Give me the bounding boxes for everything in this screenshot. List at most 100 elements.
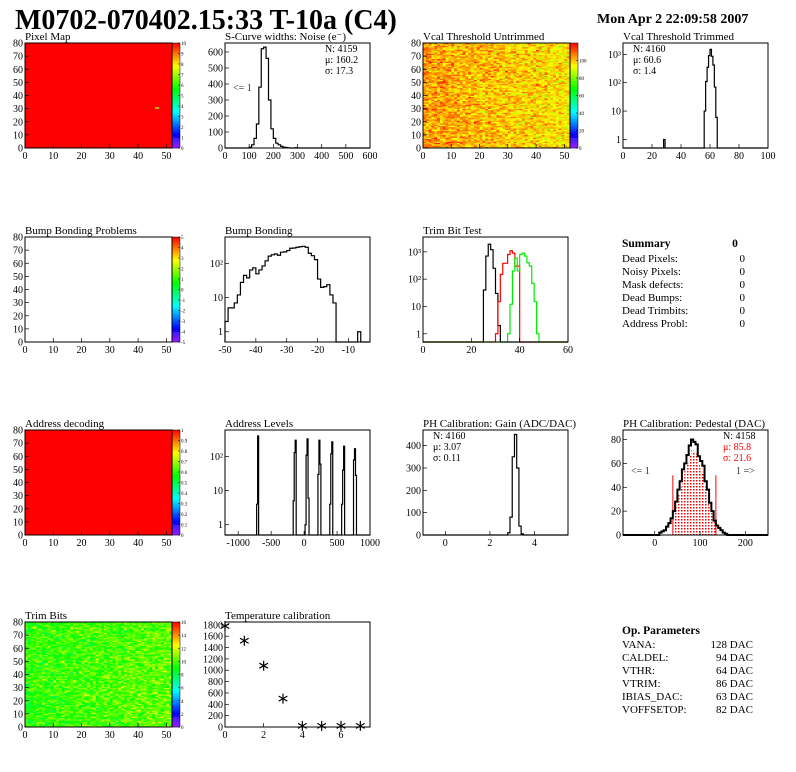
heatmap-cell [468,52,472,54]
heatmap-cell [502,115,506,117]
heatmap-cell [476,137,480,140]
heatmap-cell [428,56,432,58]
heatmap-cell [439,66,444,69]
heatmap-cell [445,53,449,56]
heatmap-cell [490,95,494,98]
heatmap-cell [423,132,427,134]
y-tick-label: 40 [13,285,23,296]
heatmap-cell [488,134,492,137]
heatmap-cell [451,104,455,107]
heatmap-cell [510,77,514,79]
heatmap-cell [456,62,461,65]
heatmap-cell [521,96,526,99]
heatmap-cell [521,66,526,69]
heatmap-cell [524,145,528,147]
heatmap-cell [527,81,531,83]
heatmap-cell [513,45,517,48]
heatmap-cell [428,66,432,69]
palette-segment [172,516,180,519]
heatmap-cell [510,83,514,86]
heatmap-cell [502,91,506,94]
heatmap-cell [456,107,461,109]
heatmap-cell [513,71,517,74]
heatmap-cell [445,54,449,57]
heatmap-cell [524,49,528,52]
heatmap-cell [465,127,469,129]
heatmap-cell [513,95,517,98]
heatmap-cell [488,146,492,149]
heatmap-cell [473,120,478,123]
heatmap-cell [454,103,458,105]
heatmap-cell [482,99,486,102]
heatmap-cell [428,124,432,126]
heatmap-cell [502,82,506,84]
heatmap-cell [496,73,500,75]
heatmap-cell [533,119,537,121]
palette-segment [172,505,180,508]
heatmap-cell [459,95,463,98]
heatmap-cell [448,128,452,130]
heatmap-cell [462,91,466,94]
y-tick-label: 70 [13,52,23,63]
heatmap-cell [439,77,444,79]
heatmap-cell [519,91,523,94]
heatmap-cell [445,123,449,125]
heatmap-cell [521,103,526,105]
heatmap-cell [490,83,494,86]
heatmap-cell [476,86,480,88]
heatmap-cell [485,90,489,92]
heatmap-cell [476,138,480,141]
heatmap-cell [465,112,469,115]
heatmap-cell [527,120,531,123]
heatmap-cell [471,133,475,136]
heatmap-cell [510,99,514,102]
heatmap-cell [473,117,478,120]
heatmap-cell [533,91,537,94]
heatmap-cell [516,43,520,45]
heatmap-cell [499,78,503,81]
heatmap-cell [448,112,452,115]
heatmap-cell [516,119,520,121]
heatmap-cell [488,104,492,107]
heatmap-cell [496,54,500,57]
heatmap-cell [530,92,534,95]
y-tick-label: 200 [208,111,223,122]
heatmap-cell [468,87,472,90]
palette-segment [172,432,180,435]
heatmap-cell [519,115,523,117]
heatmap-cell [485,111,489,113]
heatmap-cell [465,130,469,133]
heatmap-cell [459,127,463,129]
heatmap-cell [502,83,506,86]
heatmap-cell [504,112,509,115]
heatmap-cell [471,83,475,86]
heatmap-cell [521,69,526,71]
heatmap-cell [471,87,475,90]
y-tick-label: 10 [13,324,23,335]
heatmap-cell [448,109,452,112]
stats-line: μ: 85.8 [723,442,751,453]
heatmap-cell [434,127,438,129]
heatmap-cell [431,60,435,62]
heatmap-cell [437,116,441,119]
stats-line: σ: 21.6 [723,453,751,464]
heatmap-cell [516,144,520,146]
heatmap-cell [473,44,478,46]
y-tick-label: 80 [13,426,23,437]
heatmap-cell [521,58,526,61]
heatmap-cell [434,74,438,77]
heatmap-cell [499,127,503,129]
heatmap-cell [516,60,520,62]
heatmap-cell [448,86,452,88]
chart-s-curve-widths: S-Curve widths: Noise (e⁻)0 100 200 300 400 5… [208,31,378,162]
heatmap-cell [445,94,449,96]
heatmap-cell [521,53,526,56]
heatmap-cell [516,52,520,54]
heatmap-cell [513,129,517,132]
heatmap-cell [434,43,438,45]
heatmap-cell [448,141,452,144]
heatmap-cell [454,136,458,138]
heatmap-cell [456,74,461,77]
heatmap-cell [502,87,506,90]
heatmap-cell [473,113,478,116]
